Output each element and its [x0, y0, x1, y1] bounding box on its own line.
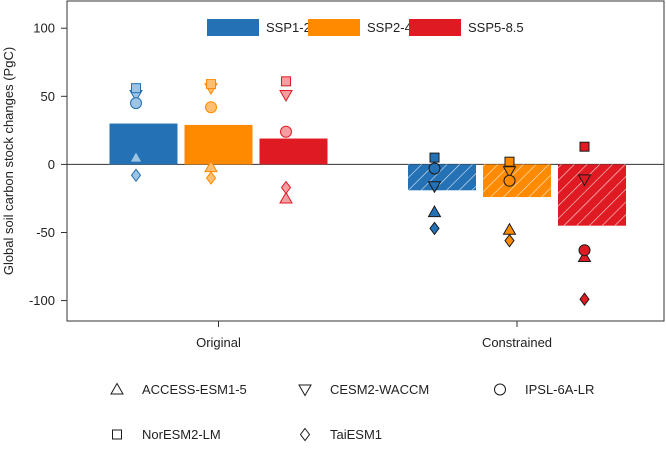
legend-marker-ipsl-6a-lr: [494, 383, 506, 396]
bar-hatch: [408, 164, 476, 191]
bar-hatch: [483, 164, 551, 198]
marker-taiesm1: [504, 233, 515, 248]
legend-marker-taiesm1: [299, 427, 311, 442]
marker-taiesm1: [280, 180, 292, 195]
model-legend-label: CESM2-WACCM: [330, 382, 429, 397]
marker-access-esm1-5: [577, 249, 592, 262]
legend-marker-access-esm1-5: [110, 382, 124, 395]
x-tick-label: Original: [196, 335, 241, 350]
model-legend-label: IPSL-6A-LR: [525, 382, 594, 397]
plot-area: [66, 0, 665, 322]
marker-noresm2-lm: [131, 83, 141, 94]
legend-swatch-ssp5-8-5: [409, 19, 461, 36]
marker-taiesm1: [205, 171, 217, 185]
model-legend: ACCESS-ESM1-5 CESM2-WACCM IPSL-6A-LR NorESM…: [110, 382, 594, 442]
marker-ipsl-6a-lr: [578, 244, 591, 257]
marker-ipsl-6a-lr: [205, 101, 217, 114]
legend-swatch-ssp2-4-5: [308, 19, 360, 36]
marker-access-esm1-5: [502, 222, 517, 235]
marker-access-esm1-5: [129, 150, 143, 163]
legend-label: SSP5-8.5: [468, 20, 524, 35]
y-tick-label: -100: [29, 293, 55, 308]
y-tick-label: 50: [41, 89, 55, 104]
bar-ssp5-8-5-original: [259, 138, 328, 165]
marker-ipsl-6a-lr: [280, 125, 292, 138]
legend-swatch-ssp1-2-6: [207, 19, 259, 36]
legend-marker-cesm2-waccm: [298, 384, 312, 397]
legend-marker-noresm2-lm: [112, 429, 122, 440]
axes-layer: 100 50 0 -50 -100 Original Constrained: [29, 21, 552, 350]
marker-noresm2-lm: [579, 141, 590, 152]
marker-noresm2-lm: [206, 79, 216, 90]
bar-ssp1-2-6-original: [109, 123, 178, 165]
model-legend-label: TaiESM1: [330, 427, 382, 442]
x-tick-label: Constrained: [482, 335, 552, 350]
marker-ipsl-6a-lr: [130, 97, 142, 110]
y-axis-label: Global soil carbon stock changes (PgC): [1, 47, 16, 275]
y-tick-label: 100: [33, 21, 55, 36]
marker-noresm2-lm: [281, 76, 291, 87]
legend-label: SSP1-2.6: [266, 20, 322, 35]
marker-ipsl-6a-lr: [428, 162, 441, 175]
marker-noresm2-lm: [504, 156, 515, 167]
bar-ssp2-4-5-original: [184, 124, 253, 165]
series-legend: SSP1-2.6 SSP2-4.5 SSP5-8.5: [207, 19, 524, 36]
marker-taiesm1: [429, 221, 440, 236]
model-legend-label: ACCESS-ESM1-5: [142, 382, 247, 397]
model-legend-label: NorESM2-LM: [142, 427, 221, 442]
marker-access-esm1-5: [427, 205, 442, 218]
marker-cesm2-waccm: [427, 181, 442, 194]
y-tick-label: 0: [48, 157, 55, 172]
marker-cesm2-waccm: [279, 89, 293, 102]
bars-layer: [109, 123, 626, 226]
marker-taiesm1: [130, 168, 142, 183]
marker-access-esm1-5: [279, 191, 293, 204]
marker-cesm2-waccm: [577, 174, 592, 187]
marker-taiesm1: [579, 292, 590, 307]
marker-ipsl-6a-lr: [503, 174, 516, 187]
legend-label: SSP2-4.5: [367, 20, 423, 35]
marker-cesm2-waccm: [502, 166, 517, 179]
y-tick-label: -50: [36, 225, 55, 240]
marker-noresm2-lm: [429, 152, 440, 163]
bar-hatch: [558, 164, 626, 226]
markers-layer: [129, 76, 592, 307]
